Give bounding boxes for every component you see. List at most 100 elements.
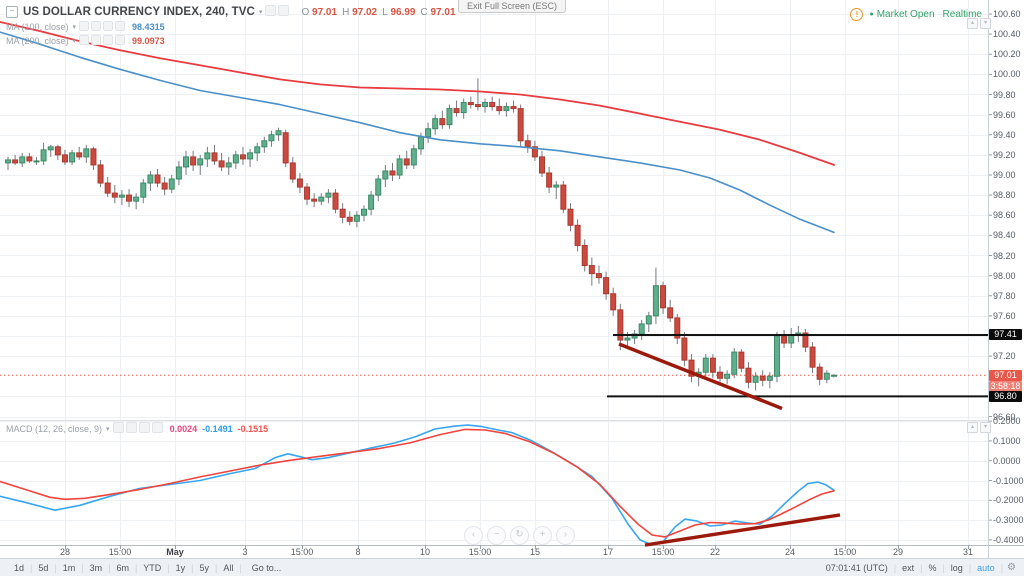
price-axis-tick: 97.20: [993, 351, 1016, 362]
chevron-down-icon[interactable]: ▾: [72, 37, 77, 45]
macd-hide-icon[interactable]: [112, 422, 124, 433]
range-3m[interactable]: 3m: [89, 562, 103, 573]
main-pane-move-down-button[interactable]: ▾: [980, 18, 991, 29]
candle: [26, 152, 33, 163]
candle: [738, 349, 745, 373]
candle: [12, 154, 19, 165]
price-axis-tick: 100.00: [993, 69, 1021, 80]
candle: [809, 342, 816, 374]
macd-delete-icon[interactable]: [151, 422, 163, 433]
candle: [788, 327, 795, 349]
scroll-right-button[interactable]: ›: [556, 526, 575, 545]
goto-date-button[interactable]: Go to...: [251, 562, 282, 573]
macd-pane-move-up-button[interactable]: ▴: [967, 422, 978, 433]
candle: [104, 177, 111, 198]
toolbar-separator: |: [215, 562, 218, 573]
range-1y[interactable]: 1y: [175, 562, 186, 573]
candle: [54, 144, 61, 160]
candle: [425, 122, 432, 143]
ohlc-value: 97.01: [427, 6, 456, 18]
candle: [482, 98, 489, 113]
macd-label[interactable]: MACD (12, 26, close, 9): [6, 423, 103, 434]
ma100-settings-icon[interactable]: [91, 20, 102, 31]
range-6m[interactable]: 6m: [116, 562, 129, 573]
ma200-duplicate-icon[interactable]: [103, 34, 114, 45]
collapse-symbol-icon[interactable]: −: [6, 6, 18, 18]
main-pane-move-up-button[interactable]: ▴: [967, 18, 978, 29]
scroll-left-button[interactable]: ‹: [464, 526, 483, 545]
candle: [531, 140, 538, 161]
ma200-delete-icon[interactable]: [115, 34, 126, 45]
symbol-alert-icon[interactable]: [278, 5, 290, 16]
ma100-row: MA (100, close) ▾ 98.4315: [6, 20, 456, 33]
macd-pane-move-down-button[interactable]: ▾: [980, 422, 991, 433]
candle: [539, 150, 545, 178]
zoom-out-button[interactable]: −: [487, 526, 506, 545]
ma200-hide-icon[interactable]: [79, 34, 90, 45]
candle: [296, 172, 303, 194]
range-5y[interactable]: 5y: [199, 562, 210, 573]
candle: [304, 183, 311, 206]
toolbar-separator: |: [81, 562, 84, 573]
ma100-delete-icon[interactable]: [115, 20, 126, 31]
candle: [588, 257, 595, 286]
ma100-label[interactable]: MA (100, close): [6, 21, 69, 32]
realtime-label: Realtime: [942, 9, 982, 20]
candle: [375, 175, 382, 202]
candle: [61, 149, 68, 165]
reset-chart-button[interactable]: ↻: [510, 526, 529, 545]
percent-scale-toggle[interactable]: %: [928, 562, 937, 573]
chevron-down-icon[interactable]: ▾: [106, 425, 110, 433]
market-open-label: Market Open: [876, 9, 935, 20]
candle: [709, 354, 716, 379]
toolbar-separator: |: [167, 562, 170, 573]
candle: [111, 185, 118, 204]
candle: [453, 100, 460, 117]
toolbar-separator: |: [968, 562, 972, 573]
price-axis-tick: 99.60: [993, 109, 1016, 120]
range-ytd[interactable]: YTD: [143, 562, 162, 573]
range-all[interactable]: All: [223, 562, 234, 573]
chevron-down-icon[interactable]: ▾: [72, 23, 77, 31]
ma200-row: MA (200, close) ▾ 99.0973: [6, 34, 456, 47]
price-axis-tick: 100.20: [993, 49, 1021, 60]
ma200-settings-icon[interactable]: [91, 34, 102, 45]
candle: [474, 78, 481, 111]
range-5d[interactable]: 5d: [38, 562, 49, 573]
candle: [161, 177, 168, 196]
ma100-hide-icon[interactable]: [79, 20, 90, 31]
macd-duplicate-icon[interactable]: [138, 422, 150, 433]
symbol-compare-icon[interactable]: [265, 5, 277, 16]
candle: [5, 156, 11, 170]
candle: [268, 130, 275, 147]
price-axis-tick: 99.00: [993, 170, 1016, 180]
data-info-icon[interactable]: !: [850, 8, 864, 21]
candle: [353, 211, 360, 228]
symbol-title[interactable]: US DOLLAR CURRENCY INDEX, 240, TVC: [23, 6, 255, 18]
price-axis-tick: 100.40: [993, 29, 1021, 40]
macd-values: 0.0024 -0.1491 -0.1515: [165, 424, 269, 434]
ma100-value: 98.4315: [132, 21, 165, 32]
candle: [524, 134, 531, 153]
zoom-in-button[interactable]: +: [533, 526, 552, 545]
range-1d[interactable]: 1d: [14, 562, 25, 573]
price-axis-tick: 98.60: [993, 210, 1016, 221]
extended-hours-toggle[interactable]: ext: [902, 562, 915, 573]
price-axis-tick: 98.00: [993, 270, 1016, 281]
candle: [332, 189, 339, 214]
candle: [76, 146, 83, 160]
settings-gear-icon[interactable]: ⚙: [1007, 562, 1016, 573]
auto-scale-toggle[interactable]: auto: [977, 562, 995, 573]
chevron-down-icon[interactable]: ▾: [258, 9, 263, 16]
candle: [560, 181, 567, 214]
log-scale-toggle[interactable]: log: [950, 562, 963, 573]
scale-controls: 07:01:41 (UTC) | ext |% | log | auto | ⚙: [820, 562, 1016, 573]
price-axis-tick: 99.20: [993, 149, 1016, 160]
chart-canvas[interactable]: [0, 0, 1024, 558]
ma200-label[interactable]: MA (200, close): [6, 35, 69, 46]
candle: [510, 100, 517, 113]
ma100-duplicate-icon[interactable]: [103, 20, 114, 31]
macd-settings-icon[interactable]: [125, 422, 137, 433]
range-1m[interactable]: 1m: [62, 562, 76, 573]
clock-utc[interactable]: 07:01:41 (UTC): [825, 562, 888, 573]
